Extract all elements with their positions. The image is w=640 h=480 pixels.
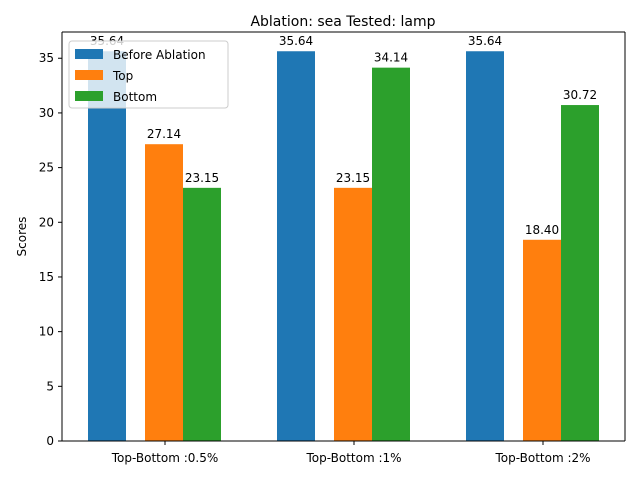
- x-tick-label: Top-Bottom :1%: [305, 451, 401, 465]
- data-label: 23.15: [336, 171, 370, 185]
- y-tick-label: 5: [46, 379, 54, 393]
- data-label: 34.14: [374, 51, 408, 65]
- legend-label: Top: [112, 69, 133, 83]
- y-axis-label: Scores: [15, 217, 29, 257]
- y-tick-label: 10: [39, 325, 54, 339]
- legend-label: Bottom: [113, 90, 157, 104]
- bar-1-3: [466, 51, 504, 441]
- plot-area: 35.6435.6435.6427.1423.1518.4023.1534.14…: [39, 31, 626, 465]
- bar-2-3: [523, 239, 561, 441]
- x-tick-label: Top-Bottom :0.5%: [111, 451, 219, 465]
- data-label: 27.14: [147, 127, 181, 141]
- bar-3-1: [183, 187, 221, 441]
- data-label: 18.40: [525, 223, 559, 237]
- y-tick-label: 35: [39, 51, 54, 65]
- y-tick-label: 25: [39, 161, 54, 175]
- y-tick-label: 30: [39, 106, 54, 120]
- bar-3-2: [372, 67, 410, 441]
- bar-2-1: [145, 144, 183, 441]
- legend-label: Before Ablation: [113, 48, 206, 62]
- data-label: 23.15: [185, 171, 219, 185]
- x-tick-label: Top-Bottom :2%: [494, 451, 590, 465]
- legend: Before Ablation Top Bottom: [68, 40, 229, 109]
- bar-2-2: [334, 187, 372, 441]
- chart-title: Ablation: sea Tested: lamp: [250, 14, 435, 30]
- data-label: 30.72: [563, 88, 597, 102]
- legend-box: [68, 40, 229, 109]
- y-tick-label: 15: [39, 270, 54, 284]
- bar-3-3: [561, 105, 599, 442]
- y-tick-label: 20: [39, 215, 54, 229]
- bar-1-2: [277, 51, 315, 441]
- data-label: 35.64: [279, 34, 313, 48]
- bar-1-1: [88, 51, 126, 441]
- y-tick-label: 0: [46, 434, 54, 448]
- legend-swatch: [75, 49, 103, 59]
- data-label: 35.64: [468, 34, 502, 48]
- legend-swatch: [75, 91, 103, 101]
- legend-swatch: [75, 70, 103, 80]
